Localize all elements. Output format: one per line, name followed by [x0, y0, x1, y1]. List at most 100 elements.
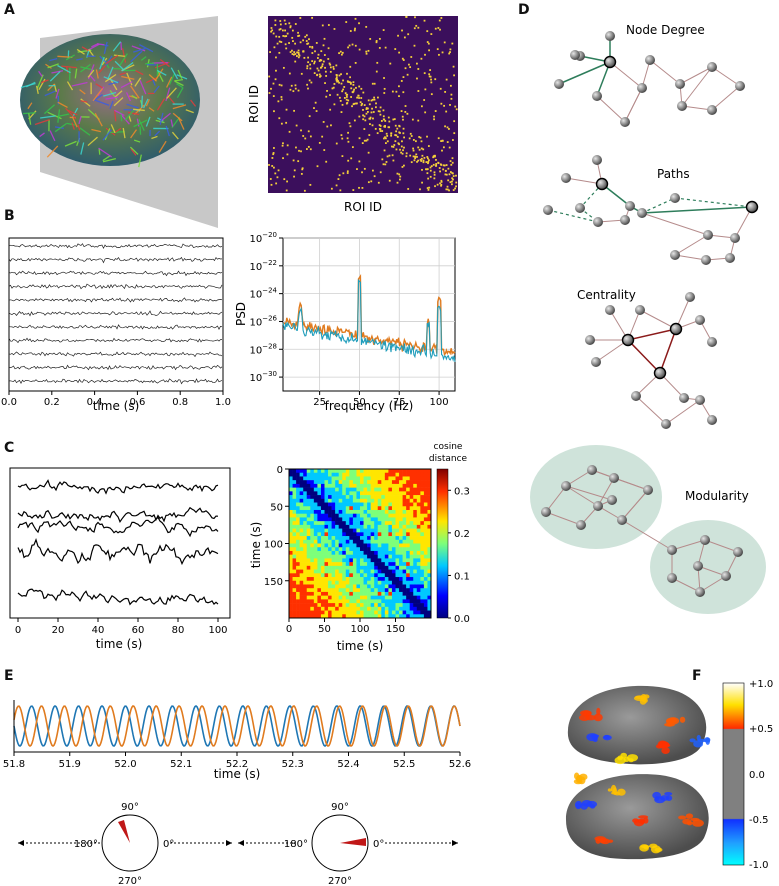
heatmap-cell	[356, 513, 361, 518]
fiber-stroke	[81, 46, 90, 52]
heatmap-cell	[374, 502, 379, 507]
heatmap-cell	[413, 539, 418, 544]
heatmap-cell	[406, 498, 410, 503]
label-paths: Paths	[657, 167, 690, 181]
heatmap-cell	[381, 483, 386, 488]
heatmap-cell	[367, 569, 371, 574]
heatmap-cell	[374, 539, 379, 544]
matrix-entry	[370, 180, 373, 183]
matrix-entry	[361, 171, 363, 174]
heatmap-cell	[306, 536, 311, 541]
heatmap-cell	[384, 577, 389, 582]
matrix-entry	[342, 88, 345, 91]
heatmap-cell	[320, 491, 325, 496]
graph-node	[620, 215, 630, 225]
matrix-entry	[282, 35, 285, 37]
heatmap-cell	[299, 506, 304, 511]
graph-node	[631, 391, 641, 401]
heatmap-cell	[395, 565, 400, 570]
heatmap-cell	[420, 614, 425, 619]
heatmap-cell	[377, 577, 382, 582]
fiber-stroke	[168, 72, 176, 86]
heatmap-cell	[406, 577, 410, 582]
heatmap-cell	[338, 595, 343, 600]
heatmap-cell	[335, 584, 339, 589]
graph-edge	[609, 61, 643, 89]
e-xlabel: time (s)	[214, 767, 261, 781]
heatmap-cell	[342, 506, 347, 511]
matrix-entry	[420, 140, 423, 143]
heatmap-cell	[320, 513, 325, 518]
heatmap-cell	[303, 472, 308, 477]
heatmap-cell	[317, 550, 322, 555]
heatmap-cell	[363, 573, 368, 578]
heatmap-cell	[420, 532, 425, 537]
matrix-entry	[384, 136, 386, 139]
matrix-entry	[365, 139, 368, 142]
heatmap-cell	[324, 506, 329, 511]
c-trace	[17, 537, 219, 566]
heatmap-cell	[335, 480, 339, 485]
fiber-stroke	[153, 85, 160, 94]
heatmap-cell	[363, 498, 368, 503]
fiber-stroke	[154, 68, 164, 82]
matrix-entry	[349, 81, 352, 84]
heatmap-cell	[374, 495, 379, 500]
heatmap-cell	[352, 610, 357, 615]
heatmap-cell	[331, 524, 336, 529]
heatmap-cell	[306, 580, 311, 585]
matrix-entry	[349, 65, 352, 68]
heatmap-cell	[423, 517, 428, 522]
heatmap-cell	[324, 476, 329, 481]
matrix-entry	[448, 146, 451, 149]
matrix-entry	[445, 110, 448, 113]
heatmap-cell	[377, 517, 382, 522]
heatmap-cell	[406, 536, 410, 541]
heatmap-cell	[399, 558, 403, 563]
matrix-entry	[319, 59, 322, 61]
matrix-entry	[385, 132, 388, 135]
b-right-ytick-label: 10−22	[249, 259, 277, 273]
matrix-entry	[345, 21, 348, 23]
heatmap-cell	[377, 584, 382, 589]
heatmap-cell	[292, 550, 297, 555]
heatmap-cell	[395, 606, 400, 611]
heatmap-cell	[360, 547, 364, 552]
heatmap-cell	[356, 599, 361, 604]
heatmap-cell	[328, 550, 332, 555]
matrix-entry	[363, 115, 366, 118]
fiber-stroke	[131, 45, 146, 52]
matrix-entry	[401, 140, 403, 143]
matrix-entry	[342, 79, 344, 82]
matrix-entry	[335, 142, 338, 145]
heatmap-cell	[292, 483, 297, 488]
heatmap-cell	[356, 491, 361, 496]
heatmap-cell	[331, 569, 336, 574]
matrix-entry	[403, 146, 405, 149]
heatmap-cell	[391, 517, 396, 522]
fiber-stroke	[154, 130, 161, 137]
matrix-entry	[339, 189, 342, 192]
matrix-entry	[382, 118, 385, 121]
heatmap-cell	[399, 588, 403, 593]
matrix-entry	[294, 42, 297, 45]
heatmap-cell	[427, 528, 432, 533]
heatmap-cell	[409, 480, 414, 485]
heatmap-cell	[356, 550, 361, 555]
heatmap-cell	[356, 562, 361, 567]
matrix-entry	[394, 140, 397, 143]
heatmap-cell	[416, 476, 421, 481]
heatmap-cell	[381, 558, 386, 563]
heatmap-cell	[406, 491, 410, 496]
heatmap-cell	[349, 495, 354, 500]
heatmap-cell	[388, 554, 393, 559]
heatmap-cell	[370, 595, 375, 600]
psd-series-1	[282, 278, 456, 362]
matrix-entry	[378, 110, 381, 113]
heatmap-cell	[416, 603, 421, 608]
matrix-entry	[429, 75, 432, 78]
matrix-entry	[333, 28, 336, 30]
fiber-stroke	[152, 79, 156, 86]
heatmap-cell	[299, 476, 304, 481]
heatmap-cell	[427, 562, 432, 567]
